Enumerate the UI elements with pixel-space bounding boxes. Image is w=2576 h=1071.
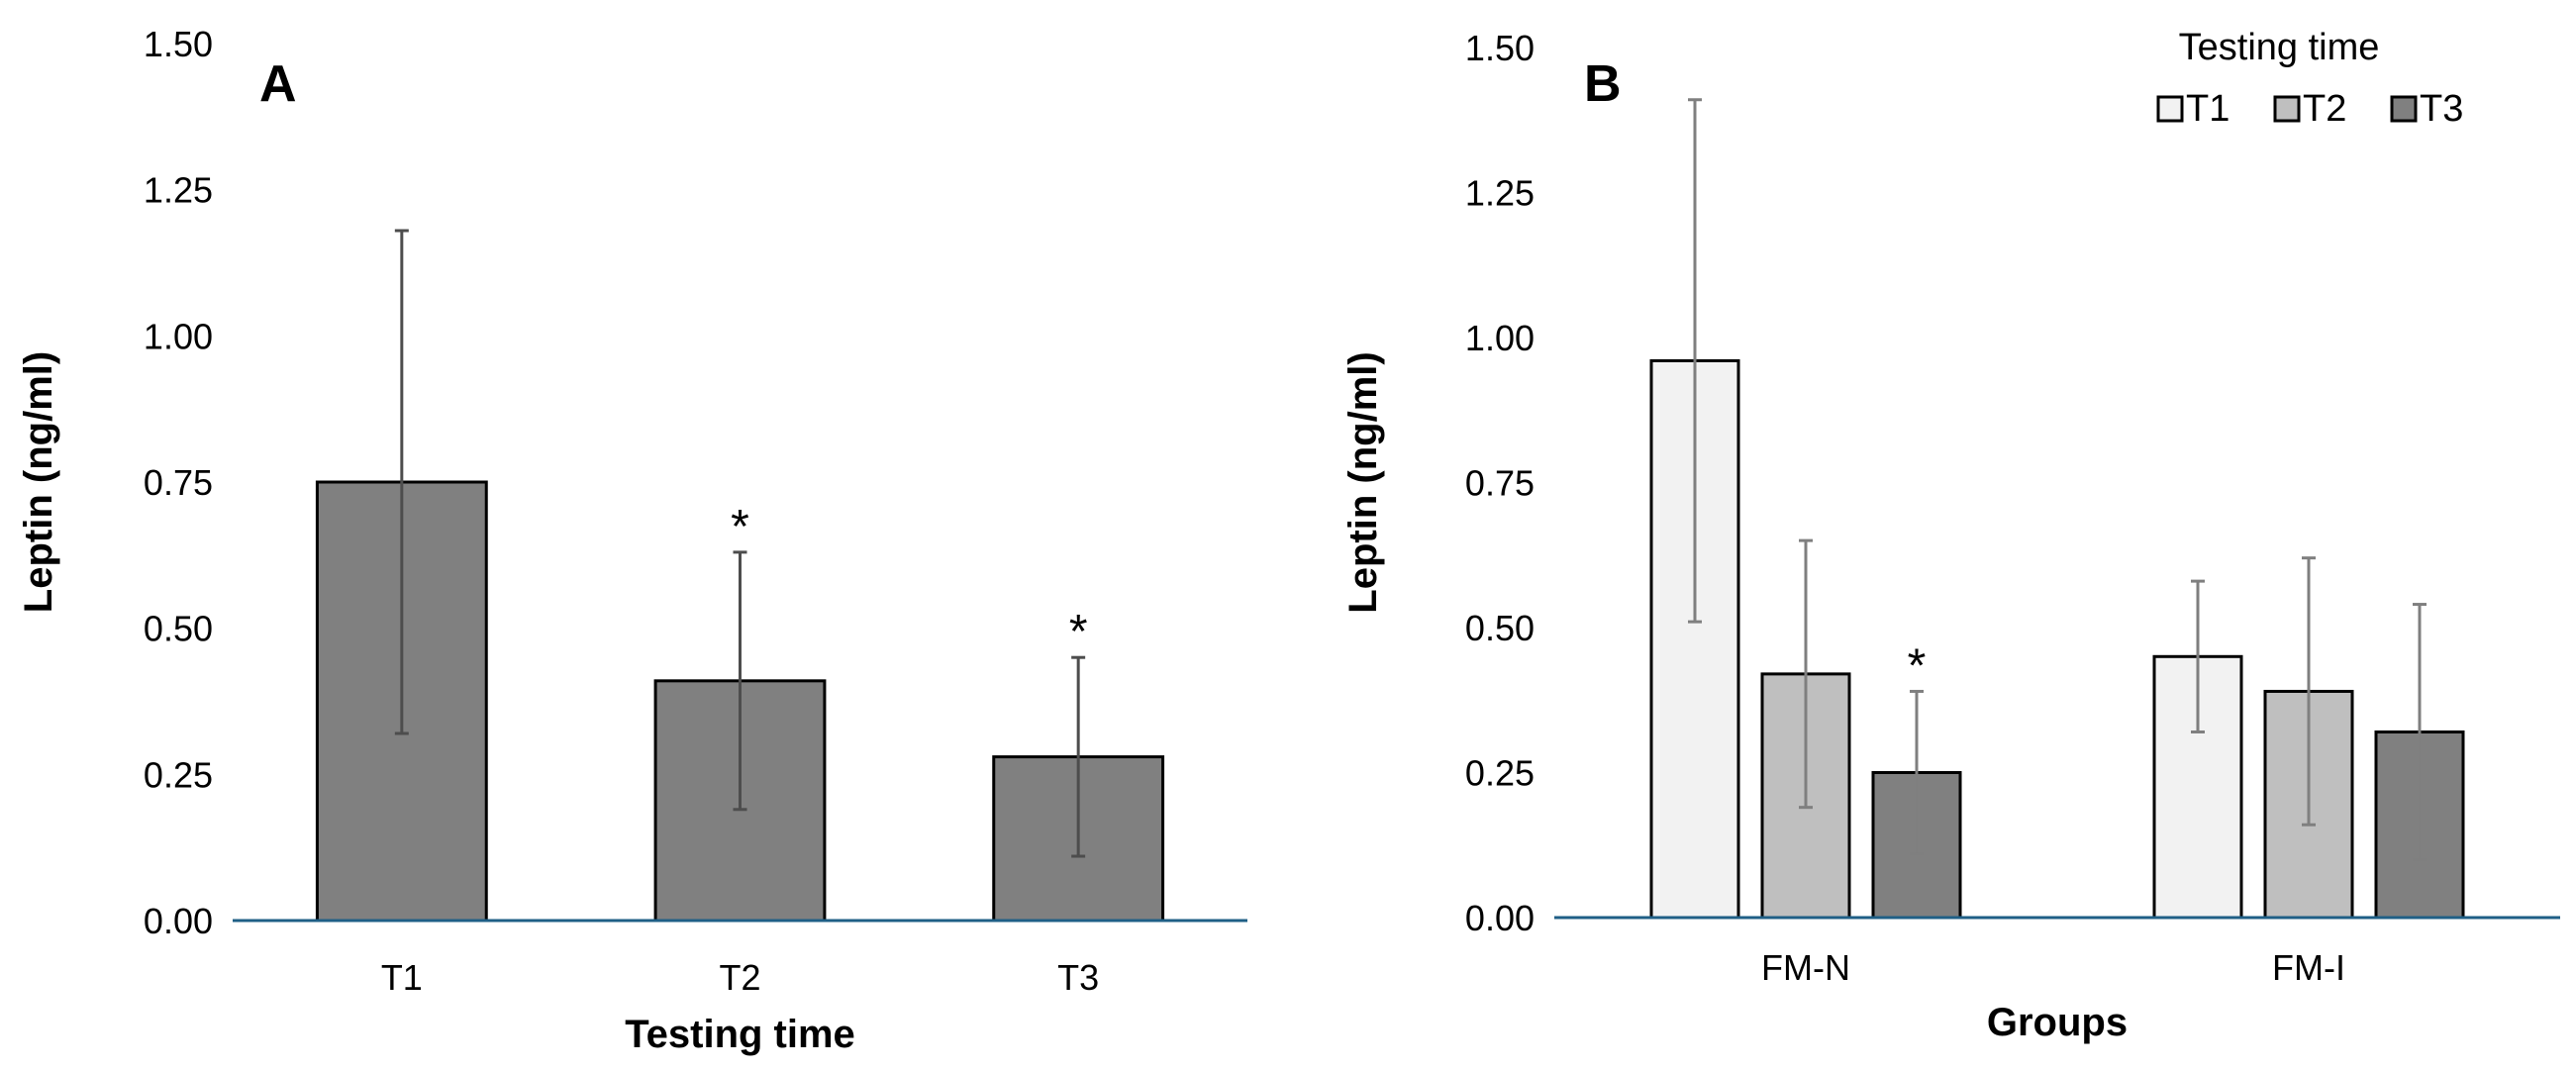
y-axis-title-b: Leptin (ng/ml)	[1341, 351, 1385, 613]
y-tick-label: 0.25	[144, 754, 213, 795]
x-tick-label: T1	[381, 957, 423, 998]
y-tick-label: 1.50	[144, 24, 213, 64]
y-tick-label: 1.00	[1465, 318, 1535, 358]
legend-swatch	[2156, 95, 2184, 123]
y-tick-label: 1.25	[1465, 173, 1535, 214]
legend-swatch	[2390, 95, 2418, 123]
legend-title: Testing time	[2179, 27, 2380, 68]
y-tick-label: 1.50	[1465, 28, 1535, 68]
legend-label: T2	[2303, 88, 2346, 130]
legend-items: T1 T2 T3	[2156, 88, 2463, 130]
panel-label-b: B	[1584, 55, 1622, 113]
y-tick-label: 1.25	[144, 170, 213, 211]
panel-b: B 0.000.250.500.751.001.251.50 * FM-N FM-…	[1341, 27, 2560, 1044]
y-tick-label: 0.00	[1465, 898, 1535, 938]
x-tick-label: FM-N	[1761, 947, 1850, 988]
y-tick-label: 0.75	[1465, 463, 1535, 504]
y-tick-labels-a: 0.00 0.25 0.50 0.75 1.00 1.25 1.50	[144, 24, 213, 941]
x-tick-label: FM-I	[2272, 947, 2345, 988]
legend: Testing time T1 T2 T3	[2156, 27, 2463, 130]
x-axis-title-b: Groups	[1987, 1001, 2128, 1044]
x-axis-title-a: Testing time	[625, 1013, 855, 1056]
significance-marker: *	[1069, 606, 1088, 658]
panel-label-a: A	[259, 55, 297, 113]
y-tick-label: 0.75	[144, 462, 213, 503]
y-tick-label: 0.25	[1465, 753, 1535, 794]
x-tick-labels-a: T1 T2 T3	[381, 957, 1099, 998]
legend-swatch	[2273, 95, 2301, 123]
legend-label: T3	[2420, 88, 2463, 130]
y-tick-label: 0.00	[144, 901, 213, 941]
panel-a: A 0.000.250.500.751.001.251.50 ** T1 T2 T3…	[17, 24, 1247, 1056]
significance-marker: *	[731, 501, 749, 553]
y-tick-label: 0.50	[1465, 608, 1535, 648]
bars-a: **	[315, 229, 1165, 923]
y-tick-label: 0.50	[144, 609, 213, 649]
legend-label: T1	[2186, 88, 2229, 130]
y-tick-labels-b: 0.00 0.25 0.50 0.75 1.00 1.25 1.50	[1465, 28, 1535, 938]
y-axis-title-a: Leptin (ng/ml)	[17, 351, 60, 613]
x-tick-label: T2	[719, 957, 760, 998]
x-tick-label: T3	[1057, 957, 1099, 998]
bars-b: *	[1649, 98, 2465, 920]
y-tick-label: 1.00	[144, 316, 213, 356]
x-tick-labels-b: FM-N FM-I	[1761, 947, 2345, 988]
significance-marker: *	[1908, 639, 1927, 692]
